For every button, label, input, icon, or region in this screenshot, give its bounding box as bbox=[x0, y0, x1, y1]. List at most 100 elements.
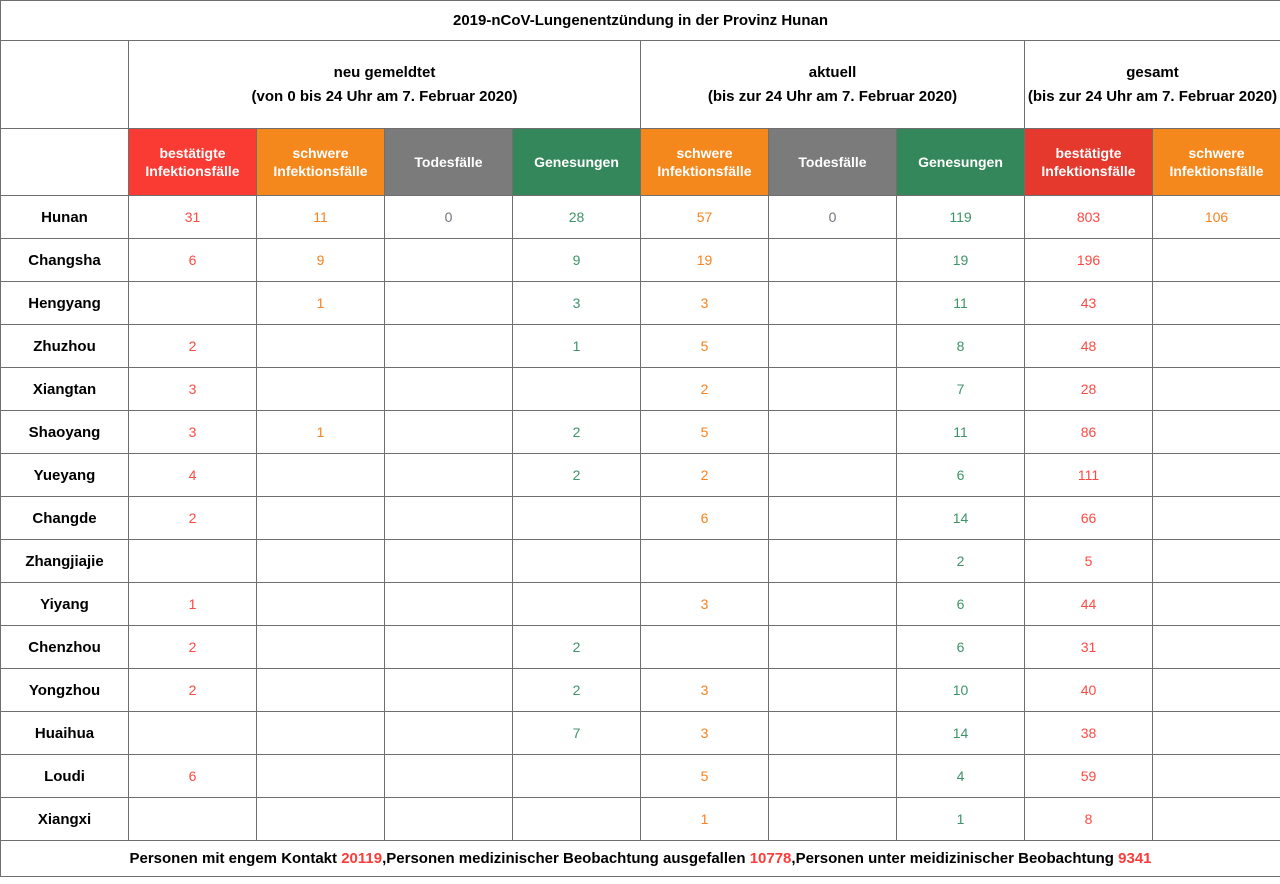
value-cell-severe: 2 bbox=[640, 453, 769, 497]
title-row: 2019-nCoV-Lungenentzündung in der Provin… bbox=[0, 0, 1280, 41]
value-cell-confirmed: 6 bbox=[128, 754, 257, 798]
table-row: Shaoyang 3 1 2 5 11 86 bbox=[0, 410, 1280, 454]
footer-count: 10778 bbox=[749, 850, 792, 867]
table-row: Zhuzhou 2 1 5 8 48 bbox=[0, 324, 1280, 368]
table-row: Changsha 6 9 9 19 19 196 bbox=[0, 238, 1280, 282]
value-cell-severe bbox=[1151, 625, 1280, 669]
value-cell-recovered: 14 bbox=[896, 496, 1025, 540]
value-cell-confirmed: 86 bbox=[1024, 410, 1153, 454]
value-cell-severe bbox=[1151, 281, 1280, 325]
value-cell-confirmed: 31 bbox=[1024, 625, 1153, 669]
group-header-new-reported-title: neu gemeldtet bbox=[333, 64, 436, 82]
value-cell-confirmed: 40 bbox=[1024, 668, 1153, 712]
region-name: Hengyang bbox=[0, 281, 129, 325]
value-cell-recovered: 7 bbox=[512, 711, 641, 755]
group-header-current-subtitle: (bis zur 24 Uhr am 7. Februar 2020) bbox=[707, 87, 958, 105]
value-cell-recovered: 1 bbox=[896, 797, 1025, 841]
value-cell-deaths bbox=[768, 797, 897, 841]
value-cell-deaths bbox=[384, 410, 513, 454]
region-name: Yiyang bbox=[0, 582, 129, 626]
table-row: Changde 2 6 14 66 bbox=[0, 496, 1280, 540]
region-name: Yueyang bbox=[0, 453, 129, 497]
value-cell-confirmed: 43 bbox=[1024, 281, 1153, 325]
value-cell-confirmed: 31 bbox=[128, 195, 257, 239]
value-cell-confirmed: 196 bbox=[1024, 238, 1153, 282]
value-cell-deaths bbox=[384, 281, 513, 325]
value-cell-severe bbox=[256, 711, 385, 755]
value-cell-severe bbox=[1151, 453, 1280, 497]
value-cell-confirmed: 3 bbox=[128, 410, 257, 454]
value-cell-recovered bbox=[512, 582, 641, 626]
region-name: Hunan bbox=[0, 195, 129, 239]
value-cell-severe bbox=[256, 324, 385, 368]
value-cell-deaths bbox=[768, 754, 897, 798]
footer-count: 20119 bbox=[341, 850, 383, 867]
column-header-severe-8: schwere Infektionsfälle bbox=[1151, 128, 1280, 196]
value-cell-confirmed: 2 bbox=[128, 496, 257, 540]
region-name: Yongzhou bbox=[0, 668, 129, 712]
value-cell-confirmed: 48 bbox=[1024, 324, 1153, 368]
value-cell-deaths bbox=[384, 668, 513, 712]
region-column-spacer bbox=[0, 40, 129, 129]
region-name: Shaoyang bbox=[0, 410, 129, 454]
column-header-deaths-2: Todesfälle bbox=[384, 128, 513, 196]
footer-row: Personen mit engem Kontakt 20119,Persone… bbox=[0, 840, 1280, 877]
value-cell-recovered: 4 bbox=[896, 754, 1025, 798]
table-row: Yiyang 1 3 6 44 bbox=[0, 582, 1280, 626]
value-cell-confirmed: 59 bbox=[1024, 754, 1153, 798]
column-header-recovered-6: Genesungen bbox=[896, 128, 1025, 196]
value-cell-confirmed: 3 bbox=[128, 367, 257, 411]
value-cell-recovered bbox=[512, 496, 641, 540]
value-cell-recovered: 2 bbox=[512, 625, 641, 669]
column-header-confirmed-0: bestätigte Infektionsfälle bbox=[128, 128, 257, 196]
region-column-header bbox=[0, 128, 129, 196]
column-header-recovered-3: Genesungen bbox=[512, 128, 641, 196]
value-cell-recovered: 14 bbox=[896, 711, 1025, 755]
value-cell-severe bbox=[1151, 668, 1280, 712]
value-cell-recovered: 2 bbox=[512, 410, 641, 454]
value-cell-severe bbox=[256, 754, 385, 798]
value-cell-severe bbox=[256, 582, 385, 626]
value-cell-confirmed: 8 bbox=[1024, 797, 1153, 841]
value-cell-deaths bbox=[768, 410, 897, 454]
value-cell-severe bbox=[1151, 367, 1280, 411]
value-cell-recovered: 6 bbox=[896, 453, 1025, 497]
value-cell-deaths bbox=[384, 496, 513, 540]
value-cell-recovered: 119 bbox=[896, 195, 1025, 239]
value-cell-severe: 3 bbox=[640, 711, 769, 755]
page-title: 2019-nCoV-Lungenentzündung in der Provin… bbox=[0, 0, 1280, 41]
value-cell-severe: 9 bbox=[256, 238, 385, 282]
value-cell-recovered: 11 bbox=[896, 281, 1025, 325]
value-cell-recovered: 3 bbox=[512, 281, 641, 325]
value-cell-severe bbox=[256, 625, 385, 669]
value-cell-deaths bbox=[384, 539, 513, 583]
value-cell-recovered: 9 bbox=[512, 238, 641, 282]
value-cell-recovered: 2 bbox=[896, 539, 1025, 583]
value-cell-recovered: 28 bbox=[512, 195, 641, 239]
value-cell-recovered: 11 bbox=[896, 410, 1025, 454]
region-name: Loudi bbox=[0, 754, 129, 798]
value-cell-severe: 106 bbox=[1151, 195, 1280, 239]
table-row: Loudi 6 5 4 59 bbox=[0, 754, 1280, 798]
value-cell-confirmed bbox=[128, 539, 257, 583]
footer-text: Personen mit engem Kontakt bbox=[129, 850, 342, 867]
value-cell-severe bbox=[1151, 539, 1280, 583]
value-cell-recovered bbox=[512, 367, 641, 411]
value-cell-severe: 1 bbox=[640, 797, 769, 841]
value-cell-severe bbox=[256, 496, 385, 540]
value-cell-deaths bbox=[384, 453, 513, 497]
value-cell-severe: 5 bbox=[640, 410, 769, 454]
value-cell-recovered: 2 bbox=[512, 453, 641, 497]
value-cell-severe: 2 bbox=[640, 367, 769, 411]
value-cell-confirmed: 1 bbox=[128, 582, 257, 626]
group-header-new-reported-subtitle: (von 0 bis 24 Uhr am 7. Februar 2020) bbox=[251, 87, 518, 105]
value-cell-deaths bbox=[768, 367, 897, 411]
value-cell-severe: 1 bbox=[256, 281, 385, 325]
value-cell-deaths bbox=[768, 625, 897, 669]
table-row: Xiangxi 1 1 8 bbox=[0, 797, 1280, 841]
value-cell-recovered: 6 bbox=[896, 582, 1025, 626]
value-cell-severe: 5 bbox=[640, 324, 769, 368]
value-cell-deaths bbox=[768, 582, 897, 626]
value-cell-deaths bbox=[768, 668, 897, 712]
